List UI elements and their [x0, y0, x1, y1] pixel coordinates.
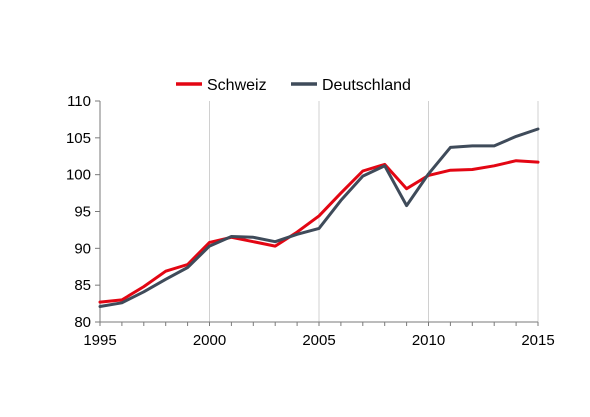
tick-labels: 80 85 90 95 100 105 110 1995 2000 2005 2010 2015 [66, 93, 555, 349]
axes [95, 100, 539, 326]
series-line-schweiz [98, 159, 540, 304]
grid [209, 101, 539, 322]
x-tick-label: 2010 [412, 332, 445, 349]
series-group [98, 127, 540, 308]
legend-label-schweiz: Schweiz [207, 77, 267, 94]
legend-label-deutschland: Deutschland [322, 77, 411, 94]
y-tick-label: 80 [74, 314, 91, 331]
x-tick-label: 2005 [302, 332, 335, 349]
x-tick-label: 1995 [83, 332, 116, 349]
x-tick-label: 2000 [193, 332, 226, 349]
y-tick-label: 85 [74, 277, 91, 294]
y-tick-label: 110 [67, 93, 91, 110]
y-tick-label: 100 [66, 167, 91, 184]
legend: Schweiz Deutschland [176, 77, 411, 94]
y-tick-label: 105 [66, 130, 91, 147]
x-tick-label: 2015 [521, 332, 554, 349]
y-tick-label: 90 [74, 240, 91, 257]
series-line-deutschland [98, 127, 540, 308]
y-tick-label: 95 [74, 204, 91, 221]
